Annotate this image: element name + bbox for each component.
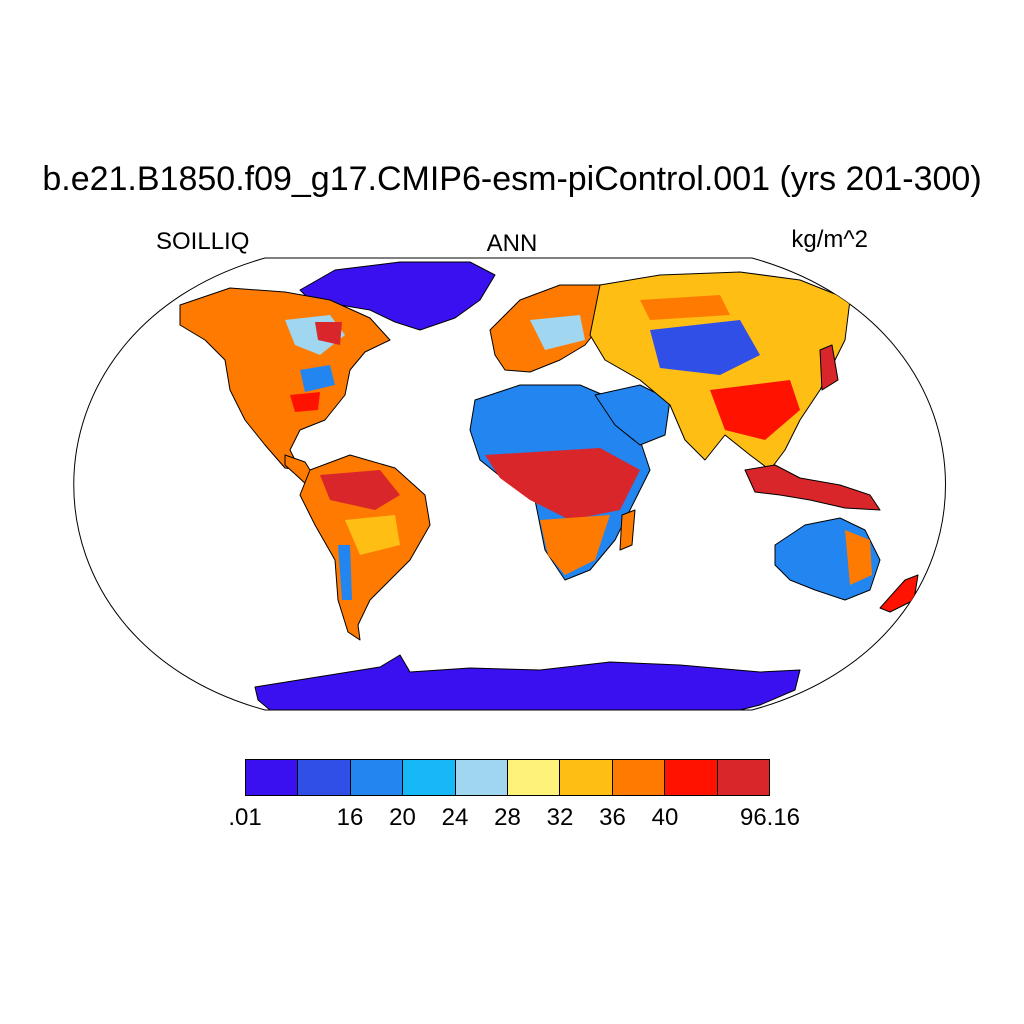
colorbar-tick-label: 28 [494, 804, 521, 831]
colorbar-tick-label: 16 [336, 804, 364, 831]
colorbar-tick-label: 24 [441, 804, 469, 831]
landmass-new-zealand [879, 574, 919, 613]
colorbar-swatch [246, 760, 299, 795]
colorbar [245, 759, 770, 796]
colorbar-swatch [455, 760, 509, 795]
plot-title: b.e21.B1850.f09_g17.CMIP6-esm-piControl.… [42, 160, 982, 198]
colorbar-swatch [717, 760, 770, 795]
landmass-arabia [594, 384, 671, 446]
colorbar-tick-label: 20 [389, 804, 416, 831]
colorbar-tick-label: 36 [599, 804, 626, 831]
variable-label: SOILLIQ [156, 228, 250, 255]
colorbar-labels: .01 16 20 24 28 32 36 40 96.16 [228, 804, 800, 834]
colorbar-tick-label: 96.16 [739, 804, 801, 831]
colorbar-swatch [508, 760, 561, 795]
colorbar-swatch [560, 760, 613, 795]
colorbar-swatch [403, 760, 456, 795]
colorbar-tick-label: 40 [651, 804, 679, 831]
units-label: kg/m^2 [791, 226, 868, 253]
landmass-maritime-asia [744, 464, 881, 511]
colorbar-tick-label: .01 [228, 804, 262, 831]
landmass-madagascar [619, 509, 636, 551]
colorbar-swatch [350, 760, 404, 795]
colorbar-swatch [665, 760, 718, 795]
landmass-antarctica [254, 654, 801, 710]
season-label: ANN [486, 230, 538, 257]
colorbar-swatch [612, 760, 666, 795]
colorbar-tick-label: 32 [546, 804, 574, 831]
landmass-japan [819, 344, 839, 391]
colorbar-swatch [298, 760, 351, 795]
